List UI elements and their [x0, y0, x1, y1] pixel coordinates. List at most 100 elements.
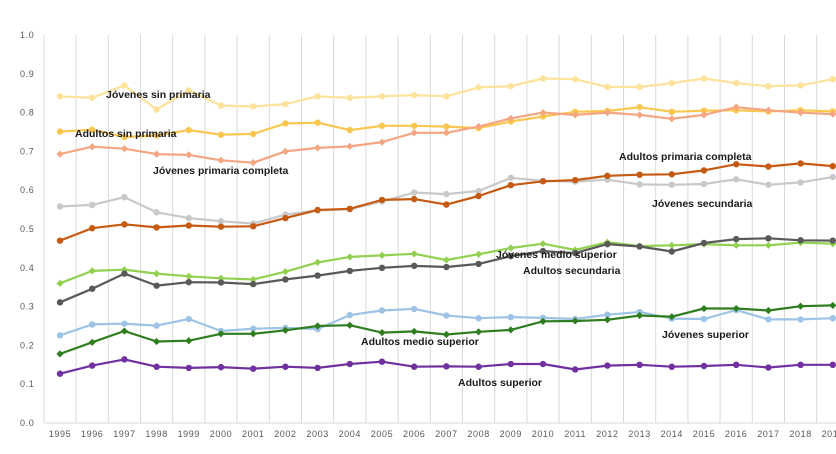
data-point — [765, 235, 772, 242]
data-point — [250, 130, 257, 138]
data-point — [475, 84, 482, 91]
series-adultos-primaria-completa — [56, 160, 836, 244]
data-point — [56, 299, 64, 306]
data-point — [764, 241, 772, 249]
data-point — [411, 122, 418, 129]
label-adultos-primaria-completa: Adultos primaria completa — [619, 151, 752, 163]
data-point — [700, 167, 708, 174]
x-tick-label: 2002 — [274, 429, 296, 439]
data-point — [378, 251, 386, 259]
y-tick-label: 0.1 — [20, 379, 34, 389]
data-point — [475, 122, 483, 131]
data-point — [700, 111, 708, 119]
x-tick-label: 2004 — [339, 429, 361, 439]
series-labels: Jóvenes sin primaria Adultos sin primaria… — [75, 89, 753, 389]
label-adultos-secundaria: Adultos secundaria — [523, 265, 621, 277]
data-point — [539, 109, 547, 117]
data-point — [217, 279, 225, 286]
data-point — [217, 102, 225, 109]
data-point — [700, 107, 708, 114]
data-point — [603, 316, 611, 324]
data-point — [89, 225, 96, 232]
data-point — [411, 262, 418, 270]
data-point — [507, 114, 515, 123]
data-point — [56, 128, 64, 135]
data-point — [539, 75, 547, 82]
data-point — [120, 266, 128, 274]
data-point — [153, 224, 160, 231]
series-adultos-superior — [56, 356, 836, 377]
data-point — [314, 144, 322, 152]
data-point — [250, 365, 257, 372]
data-point — [153, 282, 160, 289]
x-tick-label: 2014 — [661, 429, 683, 439]
data-point — [732, 304, 740, 313]
data-point — [636, 311, 644, 320]
data-point — [603, 109, 611, 117]
data-point — [346, 267, 353, 275]
x-tick-label: 1998 — [145, 429, 167, 439]
x-tick-label: 2001 — [242, 429, 264, 439]
y-tick-label: 1.0 — [20, 30, 34, 40]
data-point — [411, 363, 418, 370]
data-point — [507, 326, 515, 334]
data-point — [475, 187, 482, 195]
x-tick-label: 2007 — [435, 429, 457, 439]
x-tick-label: 2003 — [306, 429, 328, 439]
data-point — [797, 160, 804, 167]
data-point — [185, 272, 193, 280]
data-point — [411, 189, 418, 196]
data-point — [539, 360, 547, 368]
data-point — [185, 278, 192, 286]
data-point — [314, 364, 321, 372]
data-point — [281, 147, 289, 155]
data-point — [507, 181, 514, 189]
data-point — [120, 327, 128, 335]
series-adultos-secundaria — [56, 235, 836, 306]
label-jovenes-secundaria: Jóvenes secundaria — [652, 198, 753, 210]
data-point — [217, 223, 225, 230]
y-axis-ticks: 0.0 0.1 0.2 0.3 0.4 0.5 0.6 0.7 0.8 0.9 1.0 — [20, 30, 34, 428]
series-jovenes-secundaria — [56, 173, 836, 227]
data-point — [571, 111, 579, 119]
data-point — [765, 364, 772, 371]
x-tick-label: 1999 — [178, 429, 200, 439]
data-point — [700, 239, 708, 247]
data-point — [539, 178, 547, 185]
data-point — [185, 126, 192, 134]
data-point — [249, 330, 257, 338]
data-point — [411, 91, 418, 99]
data-point — [442, 330, 450, 339]
y-tick-label: 0.0 — [20, 418, 34, 428]
data-point — [410, 250, 418, 258]
data-point — [378, 138, 386, 146]
label-adultos-superior: Adultos superior — [458, 377, 542, 389]
label-adultos-sin-primaria: Adultos sin primaria — [75, 128, 177, 140]
data-point — [410, 327, 418, 336]
data-point — [571, 317, 579, 325]
data-point — [604, 311, 611, 318]
data-point — [765, 181, 772, 188]
data-point — [539, 113, 547, 120]
data-point — [636, 181, 643, 188]
data-point — [346, 142, 354, 150]
data-point — [378, 358, 386, 365]
data-point — [346, 360, 353, 368]
data-point — [250, 223, 257, 230]
data-point — [668, 79, 675, 87]
data-point — [829, 173, 836, 181]
data-point — [443, 363, 450, 370]
data-point — [442, 256, 450, 264]
x-tick-label: 1995 — [49, 429, 71, 439]
y-tick-label: 0.9 — [20, 69, 34, 79]
data-point — [443, 123, 450, 130]
data-point — [282, 276, 289, 283]
data-point — [700, 75, 708, 82]
data-point — [765, 83, 772, 90]
data-point — [539, 247, 547, 255]
data-point — [507, 252, 514, 260]
x-axis-ticks: 1995 1996 1997 1998 1999 2000 2001 2002 2003 2004… — [49, 429, 836, 439]
series-jovenes-superior — [56, 301, 836, 358]
data-point — [89, 126, 96, 133]
data-point — [153, 209, 160, 216]
